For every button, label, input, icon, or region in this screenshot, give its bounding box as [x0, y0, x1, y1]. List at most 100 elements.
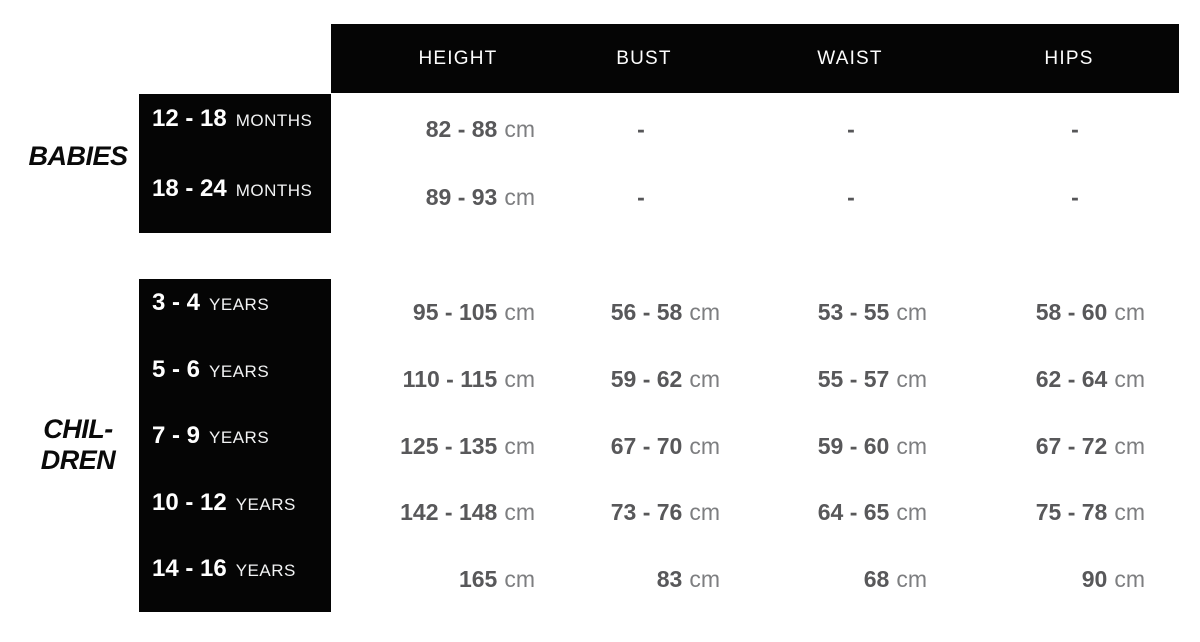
- cell-hips-value: 67 - 72 cm: [1036, 431, 1145, 461]
- babies-label-box: [139, 94, 331, 233]
- measurement-number: 75 - 78: [1035, 499, 1108, 525]
- cell-height-value: 125 - 135 cm: [400, 431, 535, 461]
- measurement-number: 64 - 65: [817, 499, 890, 525]
- cell-waist-value: 64 - 65 cm: [818, 497, 927, 527]
- measurement-number: 59 - 60: [817, 433, 890, 459]
- age-range: 12 - 18: [152, 105, 227, 132]
- column-header-height: HEIGHT: [418, 48, 498, 69]
- column-header-bust: BUST: [616, 48, 672, 69]
- cell-height-value: 165 cm: [459, 564, 535, 594]
- measurement-number: 110 - 115: [402, 366, 498, 392]
- age-range: 14 - 16: [152, 555, 227, 582]
- measurement-number: 73 - 76: [610, 499, 683, 525]
- age-unit: YEARS: [235, 561, 296, 580]
- column-header-hips: HIPS: [1044, 48, 1094, 69]
- measurement-unit: cm: [689, 433, 720, 459]
- age-unit: YEARS: [209, 428, 270, 447]
- cell-waist-empty: -: [847, 116, 855, 142]
- measurement-unit: cm: [896, 433, 927, 459]
- measurement-number: 90: [1081, 566, 1108, 592]
- section-label-children-line2: DREN: [40, 445, 116, 475]
- cell-waist-value: 59 - 60 cm: [818, 431, 927, 461]
- cell-bust-empty: -: [637, 184, 645, 210]
- row-label-14-16-years: 14 - 16 YEARS: [152, 554, 296, 584]
- measurement-unit: cm: [1114, 299, 1145, 325]
- cell-waist-empty: -: [847, 184, 855, 210]
- cell-bust-empty: -: [637, 116, 645, 142]
- cell-bust-value: 56 - 58 cm: [611, 297, 720, 327]
- measurement-number: 55 - 57: [817, 366, 890, 392]
- cell-hips-value: 75 - 78 cm: [1036, 497, 1145, 527]
- cell-hips-empty: -: [1071, 116, 1079, 142]
- measurement-number: 67 - 70: [610, 433, 683, 459]
- children-label-box: [139, 279, 331, 612]
- measurement-number: 58 - 60: [1035, 299, 1108, 325]
- section-label-children: CHIL- DREN: [14, 414, 142, 476]
- age-unit: YEARS: [235, 495, 296, 514]
- measurement-unit: cm: [896, 299, 927, 325]
- cell-hips-value: 58 - 60 cm: [1036, 297, 1145, 327]
- cell-hips-empty: -: [1071, 184, 1079, 210]
- measurement-unit: cm: [896, 366, 927, 392]
- age-range: 5 - 6: [152, 356, 201, 383]
- measurement-unit: cm: [504, 184, 535, 210]
- cell-height-value: 95 - 105 cm: [413, 297, 535, 327]
- cell-hips-value: 62 - 64 cm: [1036, 364, 1145, 394]
- measurement-number: 53 - 55: [817, 299, 890, 325]
- measurement-unit: cm: [896, 566, 927, 592]
- section-label-babies: BABIES: [14, 141, 142, 172]
- cell-height-value: 89 - 93 cm: [426, 182, 535, 212]
- age-unit: MONTHS: [235, 181, 313, 200]
- measurement-unit: cm: [504, 366, 535, 392]
- measurement-unit: cm: [1114, 366, 1145, 392]
- row-label-3-4-years: 3 - 4 YEARS: [152, 288, 269, 318]
- measurement-number: 165: [458, 566, 498, 592]
- age-range: 18 - 24: [152, 175, 227, 202]
- age-range: 7 - 9: [152, 422, 201, 449]
- measurement-number: 68: [863, 566, 890, 592]
- section-label-babies-text: BABIES: [28, 141, 128, 171]
- row-label-12-18-months: 12 - 18 MONTHS: [152, 104, 312, 134]
- measurement-unit: cm: [1114, 433, 1145, 459]
- cell-bust-value: 73 - 76 cm: [611, 497, 720, 527]
- measurement-unit: cm: [504, 433, 535, 459]
- measurement-unit: cm: [504, 299, 535, 325]
- measurement-number: 83: [656, 566, 683, 592]
- measurement-unit: cm: [689, 299, 720, 325]
- measurement-number: 95 - 105: [412, 299, 498, 325]
- measurement-number: 56 - 58: [610, 299, 683, 325]
- age-range: 3 - 4: [152, 289, 201, 316]
- measurement-number: 82 - 88: [425, 116, 498, 142]
- measurement-unit: cm: [1114, 566, 1145, 592]
- measurement-unit: cm: [504, 116, 535, 142]
- table-header-bar: [331, 24, 1179, 93]
- measurement-unit: cm: [896, 499, 927, 525]
- column-header-waist: WAIST: [817, 48, 883, 69]
- row-label-18-24-months: 18 - 24 MONTHS: [152, 174, 312, 204]
- measurement-unit: cm: [1114, 499, 1145, 525]
- cell-height-value: 142 - 148 cm: [400, 497, 535, 527]
- cell-height-value: 110 - 115 cm: [403, 364, 535, 394]
- measurement-unit: cm: [504, 499, 535, 525]
- age-unit: MONTHS: [235, 111, 313, 130]
- measurement-unit: cm: [689, 499, 720, 525]
- measurement-number: 59 - 62: [610, 366, 683, 392]
- measurement-number: 142 - 148: [400, 499, 498, 525]
- row-label-5-6-years: 5 - 6 YEARS: [152, 355, 269, 385]
- cell-height-value: 82 - 88 cm: [426, 114, 535, 144]
- cell-waist-value: 68 cm: [864, 564, 927, 594]
- measurement-number: 67 - 72: [1035, 433, 1108, 459]
- cell-bust-value: 59 - 62 cm: [611, 364, 720, 394]
- row-label-10-12-years: 10 - 12 YEARS: [152, 488, 296, 518]
- cell-waist-value: 53 - 55 cm: [818, 297, 927, 327]
- cell-bust-value: 83 cm: [657, 564, 720, 594]
- section-label-children-line1: CHIL-: [43, 414, 113, 444]
- age-range: 10 - 12: [152, 489, 227, 516]
- cell-bust-value: 67 - 70 cm: [611, 431, 720, 461]
- measurement-number: 89 - 93: [425, 184, 498, 210]
- age-unit: YEARS: [209, 362, 270, 381]
- measurement-number: 62 - 64: [1035, 366, 1108, 392]
- measurement-unit: cm: [689, 566, 720, 592]
- age-unit: YEARS: [209, 295, 270, 314]
